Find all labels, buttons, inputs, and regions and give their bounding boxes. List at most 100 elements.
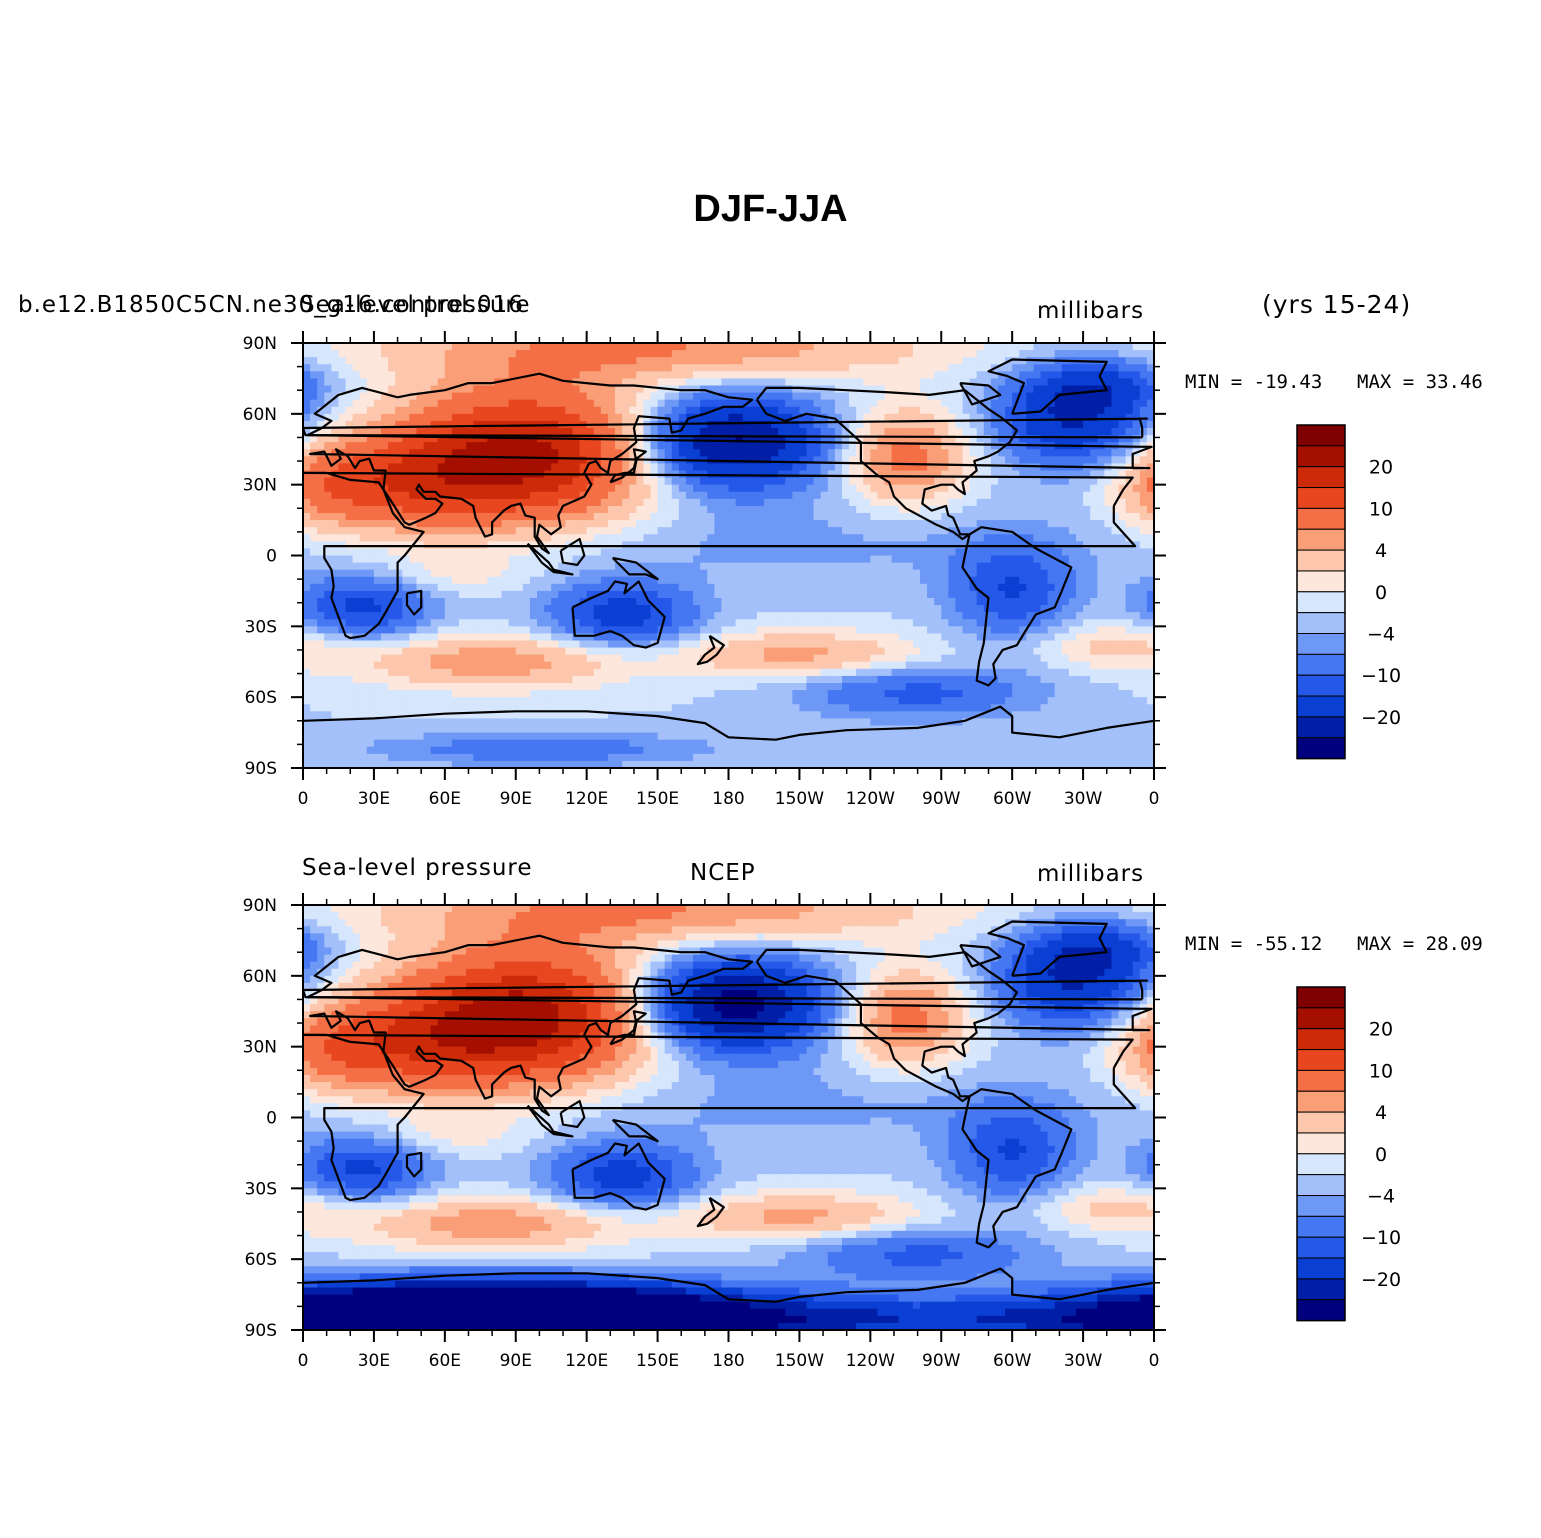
colorbar-label: −4 [1367, 1186, 1395, 1208]
coastline [405, 1151, 423, 1178]
colorbar-box [1296, 986, 1346, 1009]
colorbar-box [1296, 1069, 1346, 1092]
figure-title: DJF-JJA [693, 188, 848, 230]
coastline [987, 358, 1108, 415]
panel2-source-label: NCEP [690, 860, 756, 886]
lon-tick-label: 30E [358, 1351, 390, 1371]
lon-tick-label: 30E [358, 789, 390, 809]
colorbar-box [1296, 1111, 1346, 1134]
colorbar-label: 4 [1375, 1102, 1387, 1124]
panel1-units-label: millibars [1037, 298, 1145, 324]
lat-tick-label: 60N [243, 967, 277, 987]
coastline [959, 944, 1002, 968]
colorbar-label: 10 [1369, 498, 1393, 520]
coastline [611, 1118, 659, 1143]
panel1-years-label: (yrs 15-24) [1262, 290, 1412, 319]
colorbar-frame [1296, 986, 1346, 1322]
coastline [961, 1088, 1073, 1249]
colorbar-box [1296, 716, 1346, 739]
colorbar-label: 4 [1375, 540, 1387, 562]
lon-tick-label: 150E [636, 789, 679, 809]
colorbar-box [1296, 1257, 1346, 1280]
colorbar-box [1296, 1236, 1346, 1259]
lon-tick-label: 120E [565, 1351, 608, 1371]
coastline [961, 526, 1073, 687]
colorbar-label: 10 [1369, 1060, 1393, 1082]
lon-tick-label: 0 [1149, 1351, 1160, 1371]
lon-tick-label: 90W [922, 789, 961, 809]
colorbar-box [1296, 1299, 1346, 1322]
colorbar-box [1296, 1278, 1346, 1301]
lat-tick-label: 0 [266, 1109, 277, 1129]
lon-tick-label: 180 [712, 1351, 744, 1371]
contour-field-1 [303, 343, 1154, 768]
lon-tick-label: 90W [922, 1351, 961, 1371]
colorbar-box [1296, 737, 1346, 760]
colorbar-label: −4 [1367, 624, 1395, 646]
panel1-min-label: MIN = -19.43 [1185, 371, 1323, 393]
lon-tick-label: 150W [775, 1351, 824, 1371]
colorbar-box [1296, 1215, 1346, 1238]
colorbar-2: 20 10 4 0 −4 −10 −20 [1296, 986, 1401, 1322]
colorbar-box [1296, 570, 1346, 593]
lon-tick-label: 150E [636, 1351, 679, 1371]
panel2-units-label: millibars [1037, 861, 1145, 887]
colorbar-box [1296, 653, 1346, 676]
coastline [696, 634, 725, 666]
lat-tick-label: 90N [243, 334, 277, 354]
colorbar-box [1296, 612, 1346, 635]
lat-tick-label: 0 [266, 547, 277, 567]
lon-tick-label: 0 [1149, 789, 1160, 809]
panel1-case-label: b.e12.B1850C5CN.ne30_g16.control.016 [18, 292, 524, 318]
colorbar-box [1296, 487, 1346, 509]
colorbar-box [1296, 1028, 1346, 1051]
colorbar-box [1296, 507, 1346, 530]
lat-tick-label: 30N [243, 476, 277, 496]
coastline [755, 386, 1018, 541]
lon-tick-label: 150W [775, 789, 824, 809]
colorbar-box [1296, 674, 1346, 697]
lat-tick-label: 90S [245, 759, 277, 779]
lon-tick-label: 120W [846, 789, 895, 809]
lat-tick-label: 60S [245, 688, 277, 708]
coastline [303, 979, 1148, 1001]
panel2-variable-label: Sea-level pressure [302, 855, 533, 881]
lat-tick-label: 90N [243, 896, 277, 916]
coastline [303, 705, 1154, 741]
lon-tick-label: 30W [1064, 789, 1103, 809]
colorbar-box [1296, 466, 1346, 489]
coastline [303, 471, 1137, 640]
coastline [987, 920, 1108, 977]
coastline [306, 372, 1153, 555]
colorbar-label: −10 [1361, 665, 1401, 687]
coastline [559, 1099, 586, 1128]
coastline [306, 934, 1153, 1117]
colorbar-1: 20 10 4 0 −4 −10 −20 [1296, 424, 1401, 760]
colorbar-label: 20 [1369, 1019, 1393, 1041]
colorbar-box [1296, 1007, 1346, 1030]
colorbar-box [1296, 1153, 1346, 1176]
coastline [303, 417, 1148, 439]
map-panel-1: 0 30E 60E 90E 120E 150E 180 150W 120W 90W 60W 30W 0 9… [243, 331, 1401, 809]
coastline [526, 1104, 574, 1138]
colorbar-label: 0 [1375, 582, 1387, 604]
lat-tick-label: 60N [243, 405, 277, 425]
colorbar-box [1296, 695, 1346, 718]
lon-tick-label: 90E [500, 1351, 532, 1371]
colorbar-label: −20 [1361, 1269, 1401, 1291]
coastline [526, 542, 574, 576]
lat-tick-label: 60S [245, 1250, 277, 1270]
lat-tick-label: 30S [245, 617, 277, 637]
colorbar-frame [1296, 424, 1346, 760]
coastline [609, 1010, 647, 1046]
colorbar-label: 0 [1375, 1144, 1387, 1166]
colorbar-box [1296, 1132, 1346, 1155]
lon-tick-label: 180 [712, 789, 744, 809]
coastline [959, 382, 1002, 406]
lon-tick-label: 60E [429, 789, 461, 809]
lon-tick-label: 120E [565, 789, 608, 809]
colorbar-label: −10 [1361, 1227, 1401, 1249]
coastline [611, 556, 659, 581]
colorbar-label: −20 [1361, 707, 1401, 729]
